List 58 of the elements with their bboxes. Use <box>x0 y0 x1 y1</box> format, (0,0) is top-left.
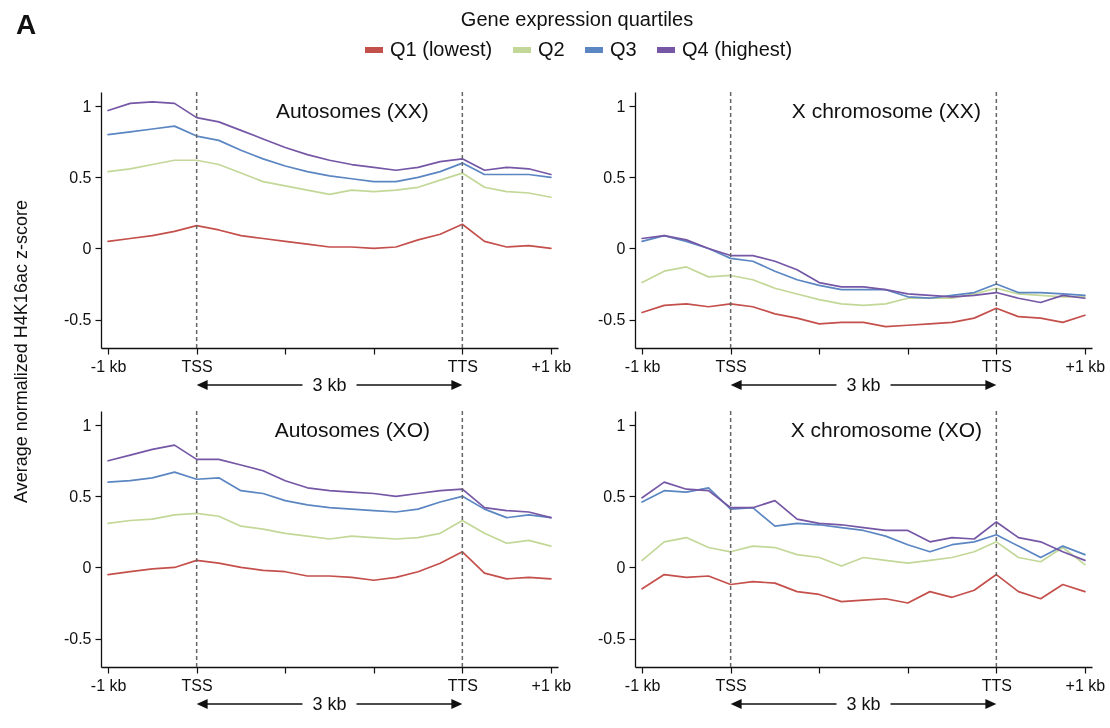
x-tick-label: +1 kb <box>531 676 572 694</box>
y-tick-label: 0 <box>82 558 92 576</box>
line-series <box>107 125 552 183</box>
line-series <box>107 101 552 176</box>
x-tick-label: TSS <box>715 676 747 694</box>
legend-title: Gene expression quartiles <box>460 8 694 30</box>
chart-title: Autosomes (XO) <box>274 418 430 441</box>
text: 3 kb <box>312 375 347 395</box>
y-tick-label: -0.5 <box>63 630 92 648</box>
y-tick-label: 1 <box>616 416 626 434</box>
x-tick-label: TSS <box>715 357 747 375</box>
legend-label: Q4 (highest) <box>682 38 793 60</box>
chart-title: Autosomes (XX) <box>275 99 429 122</box>
chart-title: X chromosome (XX) <box>791 99 981 122</box>
chart-title: X chromosome (XO) <box>790 418 983 441</box>
text: A <box>16 9 37 40</box>
line-series <box>107 159 552 199</box>
y-tick-label: 0.5 <box>69 168 92 186</box>
x-tick-label: TSS <box>181 676 213 694</box>
y-tick-label: 0.5 <box>603 487 626 505</box>
line-series <box>107 223 552 250</box>
line-series <box>641 266 1086 307</box>
y-tick-label: 0 <box>82 239 92 257</box>
y-tick-label: 0.5 <box>69 487 92 505</box>
line-series <box>107 512 552 547</box>
x-tick-label: -1 kb <box>624 357 661 375</box>
x-tick-label: +1 kb <box>1065 676 1106 694</box>
y-tick-label: -0.5 <box>597 311 626 329</box>
y-tick-label: 0.5 <box>603 168 626 186</box>
x-tick-label: TTS <box>447 676 478 694</box>
y-axis-title: Average normalized H4K16ac z-score <box>11 200 32 503</box>
x-tick-label: TTS <box>981 357 1012 375</box>
y-tick-label: 1 <box>82 97 92 115</box>
y-tick-label: 0 <box>616 239 626 257</box>
y-tick-label: 1 <box>82 416 92 434</box>
x-tick-label: +1 kb <box>1065 357 1106 375</box>
legend-label: Q2 <box>538 38 565 60</box>
legend-label: Q1 (lowest) <box>390 38 493 60</box>
line-series <box>641 536 1086 567</box>
x-tick-label: -1 kb <box>90 357 127 375</box>
x-tick-label: -1 kb <box>624 676 661 694</box>
line-series <box>107 444 552 519</box>
text: 3 kb <box>846 375 881 395</box>
x-tick-label: +1 kb <box>531 357 572 375</box>
line-series <box>641 573 1086 604</box>
y-tick-label: 1 <box>616 97 626 115</box>
x-tick-label: TTS <box>447 357 478 375</box>
y-tick-label: -0.5 <box>63 311 92 329</box>
x-tick-label: TSS <box>181 357 213 375</box>
text: 3 kb <box>312 694 347 714</box>
x-tick-label: TTS <box>981 676 1012 694</box>
line-series <box>641 303 1086 328</box>
x-tick-label: -1 kb <box>90 676 127 694</box>
legend-label: Q3 <box>610 38 637 60</box>
line-series <box>107 550 552 582</box>
y-tick-label: -0.5 <box>597 630 626 648</box>
y-tick-label: 0 <box>616 558 626 576</box>
text: 3 kb <box>846 694 881 714</box>
